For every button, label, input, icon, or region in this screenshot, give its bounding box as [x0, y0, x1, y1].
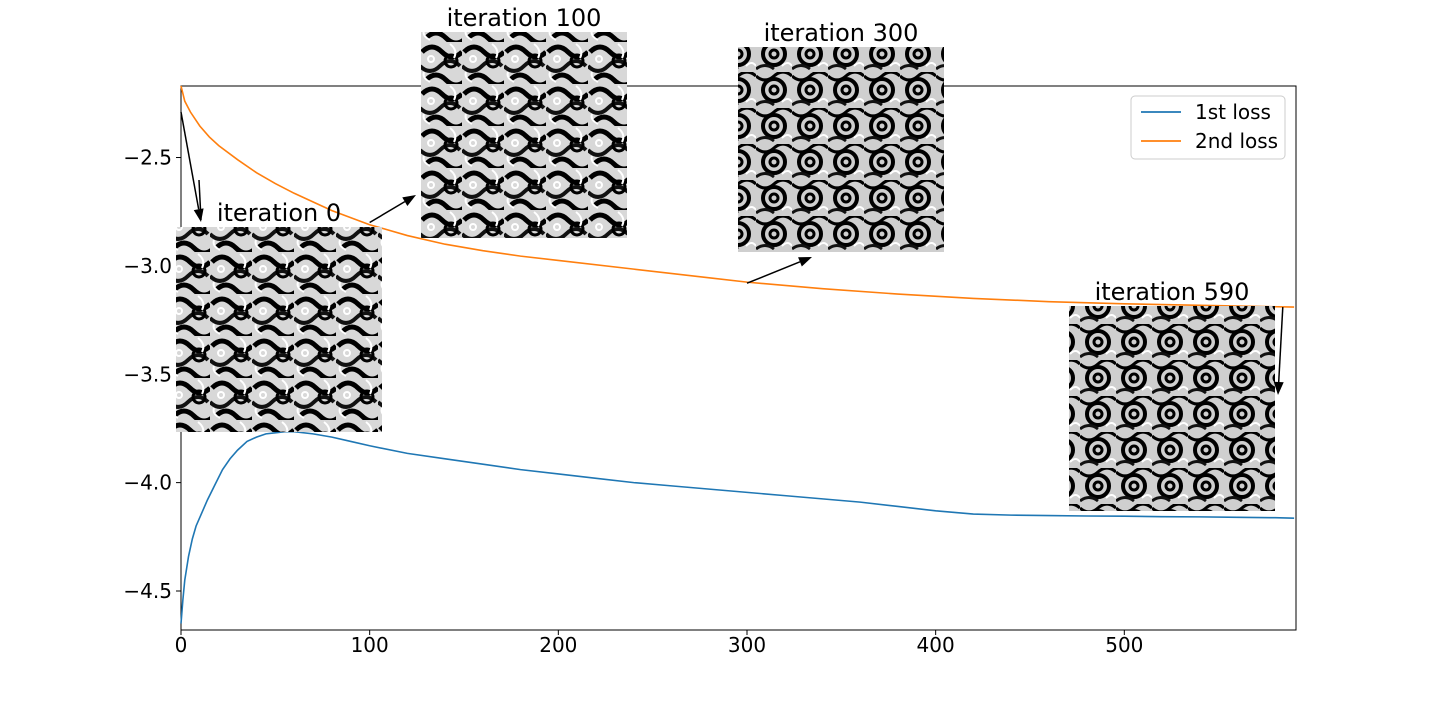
series-line-2: [180, 85, 1295, 308]
annotation-arrowhead: [1273, 381, 1284, 395]
annotation-arrow: [746, 261, 801, 284]
annotation-arrowhead: [798, 257, 812, 267]
y-tick-label: −3.5: [123, 362, 172, 386]
inset-images: iteration 0 iteration 100 iteration 300 ite…: [176, 4, 1284, 511]
inset-texture-image: [421, 32, 627, 238]
x-tick-label: 100: [351, 633, 389, 657]
y-tick-label: −4.5: [123, 579, 172, 603]
inset-label: iteration 300: [764, 19, 919, 47]
inset-texture-image: [176, 227, 382, 432]
axis-ticks: 0 100 200 300 400 500 −2.5 −3.0 −3.5 −4.0 −4.5: [123, 146, 1143, 657]
inset-texture-image: [1069, 306, 1275, 511]
legend: 1st loss 2nd loss: [1130, 95, 1286, 160]
inset-label: iteration 0: [217, 199, 341, 227]
annotation-arrowhead: [402, 195, 416, 206]
series-line-1: [180, 430, 1295, 624]
y-tick-label: −2.5: [123, 146, 172, 170]
series-lines: [180, 85, 1295, 624]
legend-entry: 2nd loss: [1195, 129, 1278, 153]
x-tick-label: 400: [917, 633, 955, 657]
inset-label: iteration 590: [1095, 278, 1250, 306]
x-tick-label: 300: [728, 633, 766, 657]
annotation-arrow: [369, 200, 406, 224]
x-tick-label: 500: [1105, 633, 1143, 657]
y-tick-label: −3.0: [123, 254, 172, 278]
annotation-arrow: [1277, 307, 1284, 383]
y-tick-label: −4.0: [123, 471, 172, 495]
inset-texture-image: [738, 47, 944, 252]
legend-entry: 1st loss: [1195, 100, 1271, 124]
annotation-arrow: [180, 111, 200, 210]
x-tick-label: 0: [175, 633, 188, 657]
annotation-arrowhead: [193, 208, 204, 222]
annotation-arrow: [198, 179, 202, 221]
x-tick-label: 200: [539, 633, 577, 657]
inset-label: iteration 100: [447, 4, 602, 32]
